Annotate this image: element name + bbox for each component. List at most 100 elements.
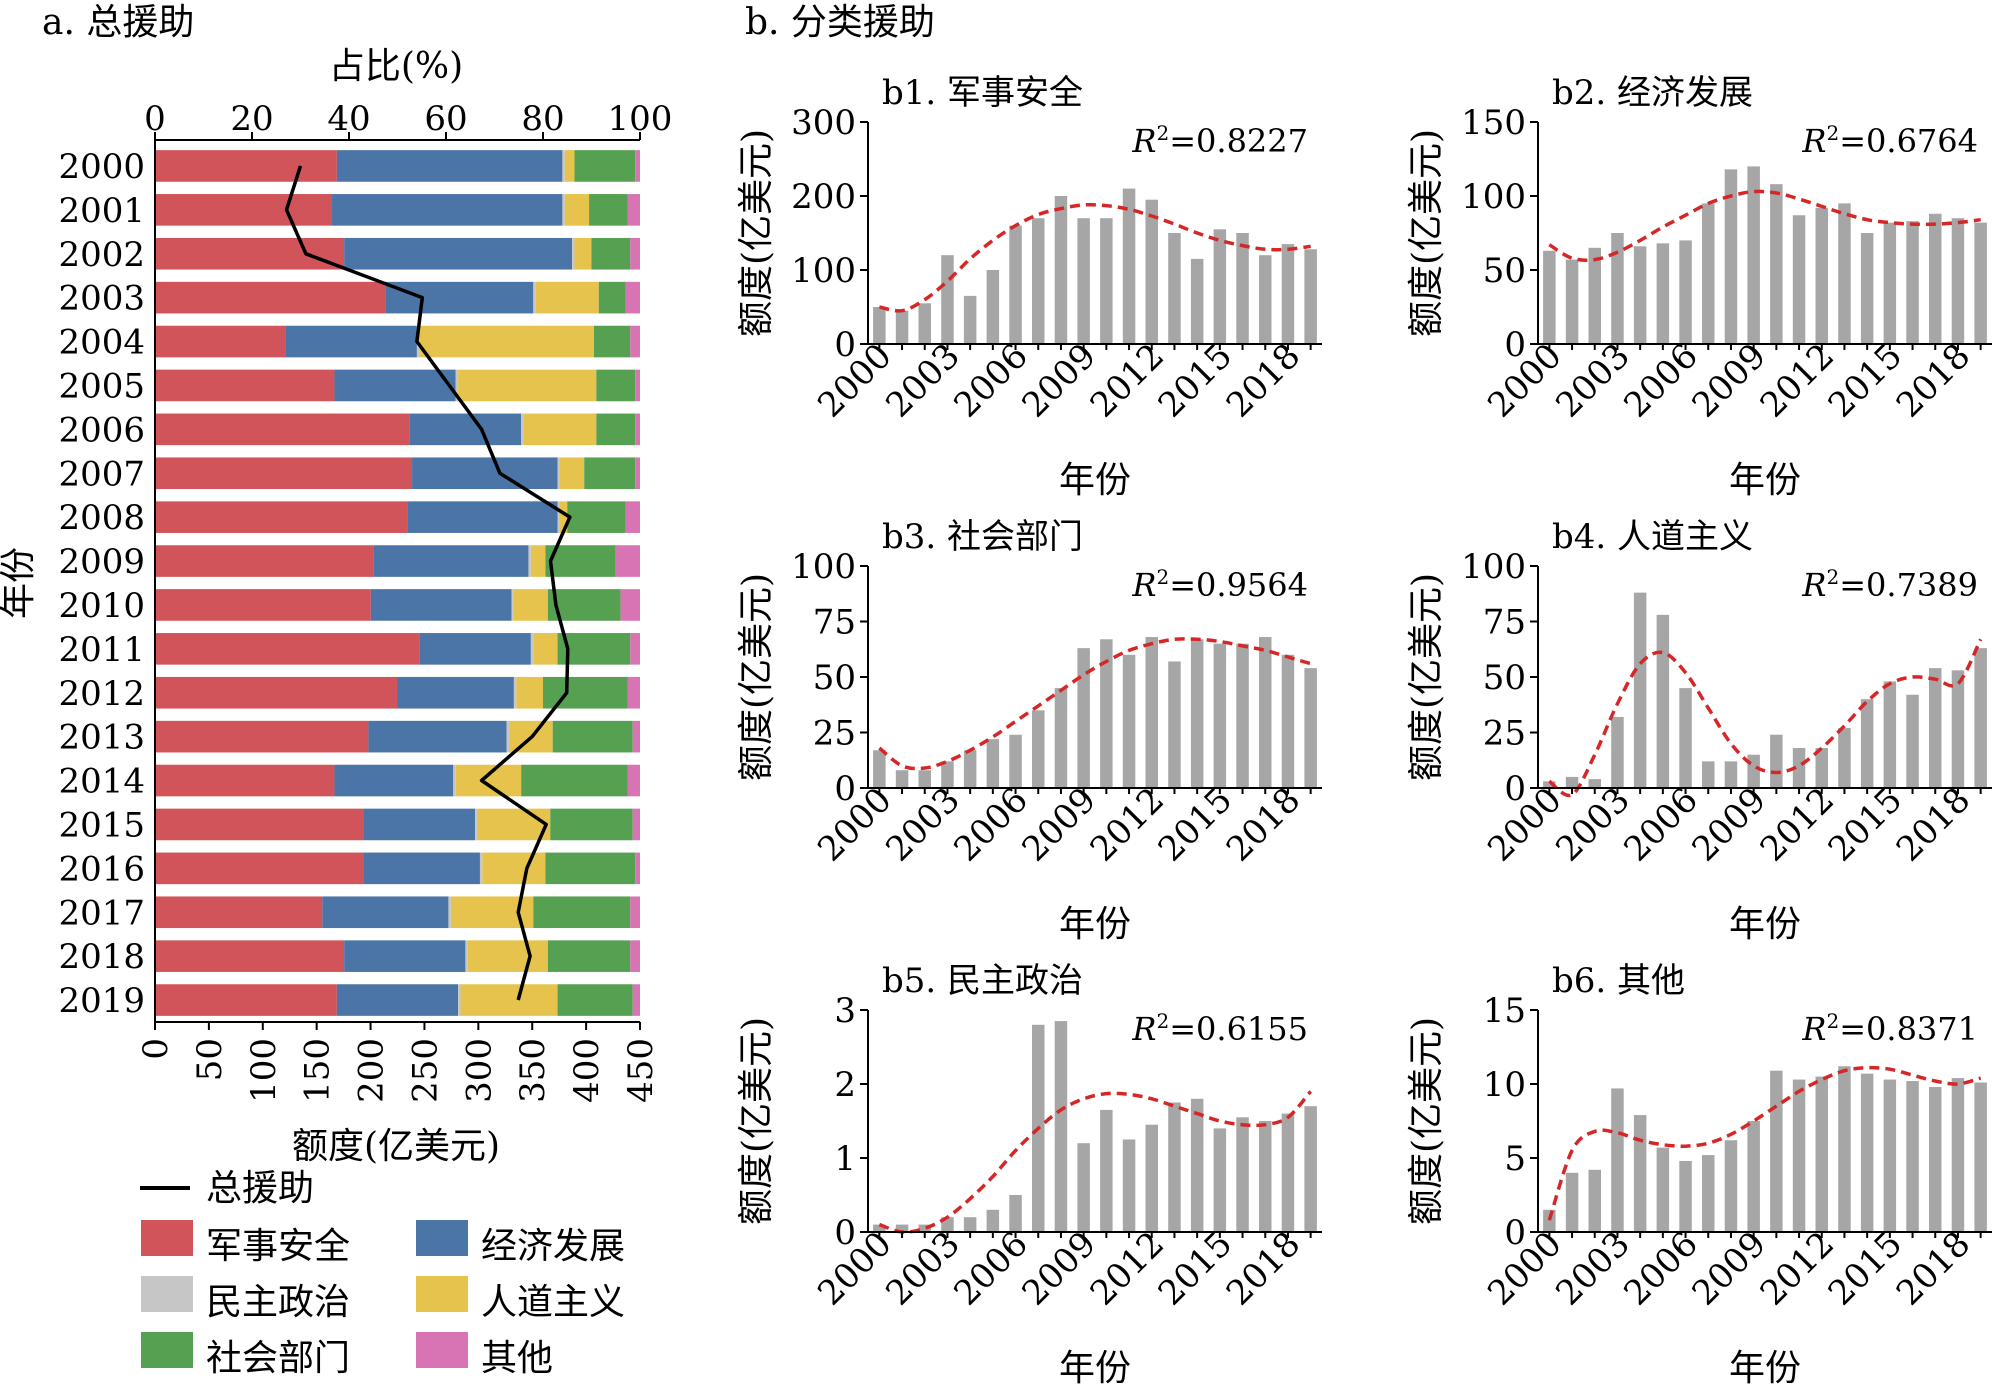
stacked-bar-segment <box>479 852 483 885</box>
x-tick-label: 2006 <box>1616 336 1705 425</box>
y-tick-label: 100 <box>791 547 856 587</box>
stacked-bar-segment <box>155 676 398 709</box>
y-axis-label: 额度(亿美元) <box>736 573 777 781</box>
stacked-bar-segment <box>523 413 597 446</box>
x-tick-label: 2003 <box>1548 336 1637 425</box>
x-tick-label: 2018 <box>1219 336 1308 425</box>
bar <box>1054 688 1068 788</box>
stacked-bar-segment <box>155 413 410 446</box>
bar <box>1304 668 1317 788</box>
year-tick-label: 2001 <box>58 191 145 231</box>
x-tick-label: 2003 <box>878 336 967 425</box>
stacked-bar-segment <box>385 281 534 314</box>
bar <box>1724 169 1738 344</box>
y-tick-label: 300 <box>791 103 856 143</box>
stacked-bar-segment <box>620 589 640 621</box>
year-tick-label: 2016 <box>58 849 145 889</box>
pct-tick-label: 20 <box>230 99 273 139</box>
trend-line <box>878 637 1312 771</box>
bar <box>986 1209 1000 1232</box>
stacked-bar-segment <box>155 369 335 402</box>
bar <box>1929 213 1942 344</box>
bar <box>1213 643 1227 788</box>
stacked-bar-segment <box>574 150 636 182</box>
y-tick-label: 10 <box>1483 1065 1526 1105</box>
r-squared-label: R2=0.7389 <box>1801 565 1978 604</box>
stacked-bar-segment <box>155 852 364 885</box>
bar <box>1009 734 1022 788</box>
r-squared-label: R2=0.6155 <box>1131 1009 1308 1048</box>
y-tick-label: 100 <box>1461 177 1526 217</box>
stacked-bar-segment <box>458 369 597 402</box>
stacked-bar-segment <box>513 589 548 621</box>
year-tick-label: 2017 <box>58 893 145 933</box>
stacked-bar-segment <box>475 808 478 841</box>
y-tick-label: 15 <box>1483 991 1526 1031</box>
x-tick-label: 2018 <box>1889 780 1978 869</box>
legend-label: 总援助 <box>206 1168 314 1209</box>
stacked-bar-segment <box>627 764 640 797</box>
bar <box>1032 710 1045 788</box>
stacked-bar-segment <box>598 281 626 314</box>
bar <box>1929 1086 1942 1232</box>
bar <box>1100 218 1113 344</box>
bar <box>941 255 954 344</box>
r2-exponent: 2 <box>1826 121 1839 145</box>
amount-tick-label: 400 <box>567 1038 607 1103</box>
r2-exponent: 2 <box>1826 565 1839 589</box>
year-tick-label: 2012 <box>58 674 145 714</box>
stacked-bar-segment <box>465 940 468 972</box>
x-tick-label: 2003 <box>1548 1224 1637 1313</box>
x-axis-label: 年份 <box>1059 460 1131 501</box>
bar <box>1077 218 1090 344</box>
r2-value: =0.7389 <box>1839 566 1978 604</box>
bar <box>1190 1098 1204 1232</box>
legend-color-swatch <box>416 1332 468 1368</box>
subplot-b3: 02550751002000200320062009201220152018b3… <box>736 517 1322 945</box>
bar <box>1792 215 1806 344</box>
pct-tick-label: 40 <box>327 99 370 139</box>
bar <box>1838 203 1851 344</box>
trend-line <box>1548 638 1983 798</box>
x-tick-label: 2006 <box>1616 780 1705 869</box>
x-tick-label: 2009 <box>1015 336 1104 425</box>
bar <box>1656 1147 1670 1232</box>
bar <box>1100 639 1113 788</box>
r2-symbol: R <box>1131 122 1156 160</box>
bar <box>1281 1113 1295 1232</box>
stacked-bar-segment <box>513 676 517 709</box>
bar <box>1792 748 1806 788</box>
bar <box>918 303 931 344</box>
stacked-bar-segment <box>344 237 573 270</box>
y-tick-label: 5 <box>1504 1139 1526 1179</box>
subplot-b4: 02550751002000200320062009201220152018b4… <box>1406 517 1992 945</box>
bar <box>1259 637 1272 788</box>
stacked-bar-segment <box>632 720 640 753</box>
bar <box>1702 203 1715 344</box>
stacked-bar-segment <box>155 281 386 314</box>
y-tick-label: 25 <box>813 714 856 754</box>
r2-symbol: R <box>1131 566 1156 604</box>
x-tick-label: 2015 <box>1151 336 1240 425</box>
amount-tick-label: 450 <box>621 1038 661 1103</box>
bar <box>1838 728 1851 788</box>
x-tick-label: 2012 <box>1753 336 1842 425</box>
stacked-bar-segment <box>467 940 548 972</box>
bar <box>918 770 931 788</box>
stacked-bar-segment <box>535 281 599 314</box>
bar <box>1213 1128 1227 1232</box>
stacked-bar-segment <box>448 896 451 929</box>
stacked-bar-segment <box>630 940 640 972</box>
bar <box>1168 1102 1181 1232</box>
bar <box>1974 1082 1987 1232</box>
bar <box>1815 1076 1828 1232</box>
stacked-bar-segment <box>625 501 640 533</box>
year-tick-label: 2014 <box>58 762 145 802</box>
bar <box>1543 250 1556 344</box>
stacked-bar-segment <box>630 237 640 270</box>
r2-exponent: 2 <box>1156 121 1169 145</box>
r-squared-label: R2=0.8227 <box>1131 121 1308 160</box>
bar <box>1122 188 1136 344</box>
amount-tick-label: 350 <box>513 1038 553 1103</box>
